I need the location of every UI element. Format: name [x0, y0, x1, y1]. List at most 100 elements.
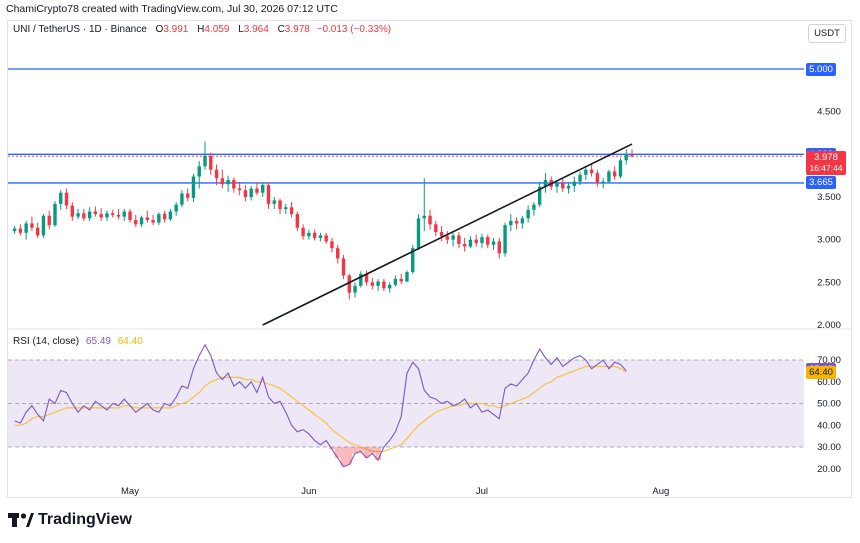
candle [307, 229, 311, 240]
candle [416, 214, 421, 250]
rsi-line [14, 343, 627, 468]
rsi-value: 65.49 [85, 336, 111, 347]
candle [145, 210, 150, 223]
open-label: O [155, 24, 164, 35]
rsi-tick-label: 20.00 [817, 464, 841, 475]
candle [566, 183, 571, 194]
rsi-tick-label: 50.00 [817, 399, 841, 410]
rsi-title[interactable]: RSI (14, close) [13, 336, 80, 347]
rsi-pane [8, 328, 852, 468]
candle [624, 149, 628, 165]
candle [209, 152, 213, 175]
candle [387, 282, 392, 293]
price-tick-label: 2.500 [817, 277, 841, 288]
tradingview-logo[interactable]: TradingView [8, 511, 132, 529]
candle [180, 190, 184, 208]
tradingview-wordmark: TradingView [38, 511, 132, 528]
close-label: C [277, 24, 285, 35]
low-value: 3.964 [243, 24, 269, 35]
candle [82, 208, 86, 221]
horizontal-levels [8, 68, 804, 184]
candle [462, 237, 467, 252]
candle [203, 141, 207, 170]
candle [64, 188, 69, 209]
rsi-tick-label: 40.00 [817, 420, 841, 431]
candle [243, 185, 248, 202]
candle [364, 270, 369, 286]
candle [457, 231, 461, 249]
candle [312, 229, 317, 241]
candle [474, 234, 478, 247]
candle [503, 222, 507, 257]
candle [191, 173, 196, 203]
candle [514, 217, 519, 230]
candle [526, 205, 530, 223]
candle [255, 182, 259, 196]
trendline [262, 143, 633, 326]
candle [226, 175, 230, 192]
ohlc-legend: UNI / TetherUS · 1D · Binance O3.991 H4.… [13, 24, 391, 35]
candle [578, 171, 582, 186]
candle [376, 278, 380, 291]
candle [359, 271, 363, 288]
candle [318, 232, 323, 242]
candle [382, 278, 386, 291]
rsi-tick-label: 30.00 [817, 442, 841, 453]
candle [197, 161, 201, 189]
candle [295, 211, 300, 232]
time-tick-label: Jun [301, 486, 316, 497]
candle [174, 202, 178, 216]
candle [393, 275, 398, 287]
candle [214, 164, 219, 186]
open-value: 3.991 [163, 24, 189, 35]
candle [157, 212, 161, 226]
candle [595, 169, 600, 187]
candle [272, 197, 276, 209]
candle [139, 215, 144, 227]
candle [289, 202, 294, 218]
candle [18, 224, 23, 236]
price-tick-label: 3.500 [817, 192, 841, 203]
time-tick-label: Aug [652, 486, 669, 497]
rsi-legend: RSI (14, close) 65.49 64.40 [13, 336, 143, 347]
rsi-ma-value: 64.40 [117, 336, 143, 347]
candle [24, 220, 28, 240]
symbol-label[interactable]: UNI / TetherUS · 1D · Binance [13, 24, 147, 35]
rsi-ma-line [14, 365, 627, 452]
candle [601, 178, 605, 189]
candle [555, 179, 559, 193]
price-level-tag: 3.665 [806, 176, 836, 190]
high-label: H [197, 24, 205, 35]
candle [353, 282, 357, 298]
candle [445, 231, 450, 244]
candle [618, 157, 623, 179]
candle [405, 270, 409, 283]
candle [428, 209, 432, 230]
candle [422, 178, 426, 232]
candle [116, 208, 121, 220]
candle [330, 237, 334, 253]
candle [12, 226, 17, 234]
rsi-tick-label: 70.00 [817, 355, 841, 366]
candle [589, 164, 594, 177]
candle [434, 220, 438, 237]
candle [168, 208, 173, 221]
candle [76, 208, 80, 220]
change-value: −0.013 (−0.33%) [316, 24, 392, 35]
candle [301, 224, 305, 240]
candle [151, 214, 155, 226]
quote-currency-button[interactable]: USDT [808, 24, 846, 43]
candle [41, 214, 46, 238]
candle [520, 215, 525, 229]
candle [480, 233, 484, 249]
candle [105, 210, 109, 221]
bar-countdown: 16:47:44 [809, 163, 843, 174]
candle [537, 181, 542, 208]
candle [87, 207, 92, 221]
candle [128, 208, 132, 223]
candle [249, 185, 253, 201]
time-axis: May Jun Jul Aug [121, 486, 669, 497]
candle [59, 190, 63, 210]
candle [612, 166, 617, 180]
